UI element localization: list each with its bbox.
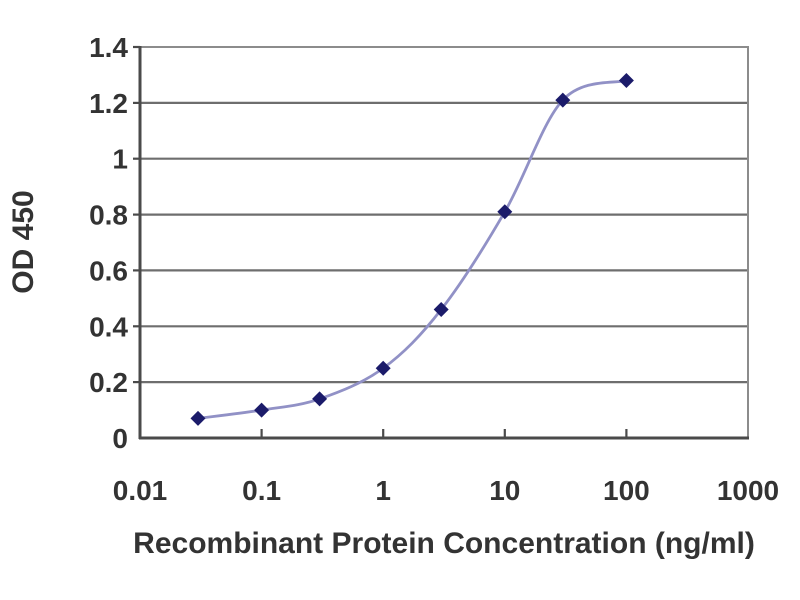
y-tick-label: 0.2 <box>89 367 128 398</box>
series <box>190 73 634 426</box>
y-axis-title: OD 450 <box>7 190 40 293</box>
data-point-marker <box>618 73 634 88</box>
y-tick-label: 1 <box>112 144 128 175</box>
x-tick-label: 1 <box>375 475 391 506</box>
series-line <box>196 79 628 420</box>
data-point-marker <box>312 391 328 407</box>
y-tick-label: 1.4 <box>89 32 128 63</box>
plot-box <box>139 46 749 439</box>
x-tick-label: 0.1 <box>242 475 281 506</box>
x-tick-labels: 0.01 0.1 1 10 100 1000 <box>113 475 779 506</box>
plot-border <box>138 46 749 440</box>
y-tick-label: 0.6 <box>89 255 128 286</box>
data-point-marker <box>497 204 513 220</box>
y-tick-labels: 0 0.2 0.4 0.6 0.8 1 1.2 1.4 <box>89 32 128 454</box>
y-tick-label: 0.4 <box>89 311 128 342</box>
axis-ticks <box>133 45 628 438</box>
x-tick-label: 0.01 <box>113 475 168 506</box>
data-point-marker <box>254 402 270 418</box>
data-point-marker <box>375 360 391 376</box>
x-tick-label: 10 <box>489 475 520 506</box>
y-tick-label: 1.2 <box>89 88 128 119</box>
y-tick-label: 0 <box>112 423 128 454</box>
data-point-marker <box>190 410 206 426</box>
data-point-marker <box>433 302 449 317</box>
x-tick-label: 1000 <box>717 475 779 506</box>
data-point-marker <box>555 92 571 108</box>
x-axis-title: Recombinant Protein Concentration (ng/ml… <box>133 527 755 560</box>
y-tick-label: 0.8 <box>89 200 128 231</box>
x-tick-label: 100 <box>603 475 650 506</box>
gridlines <box>140 101 748 384</box>
